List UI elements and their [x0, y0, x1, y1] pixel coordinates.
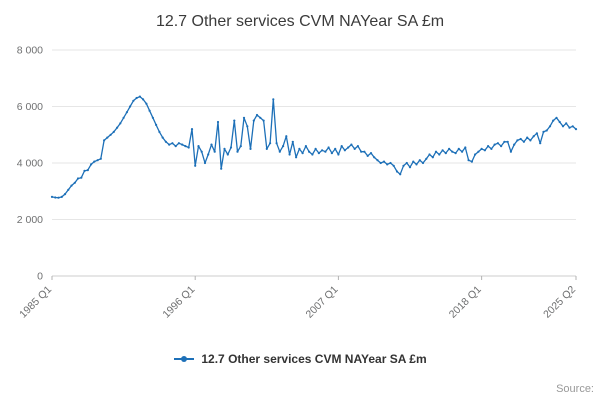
svg-text:4 000: 4 000 — [17, 158, 43, 170]
chart-legend[interactable]: 12.7 Other services CVM NAYear SA £m — [0, 352, 600, 366]
legend-series-label: 12.7 Other services CVM NAYear SA £m — [201, 352, 427, 366]
svg-text:2018 Q1: 2018 Q1 — [447, 284, 484, 321]
svg-text:2 000: 2 000 — [17, 214, 43, 226]
x-axis-labels: 1985 Q1 1996 Q1 2007 Q1 2018 Q1 2025 Q2 — [17, 276, 578, 321]
svg-text:1985 Q1: 1985 Q1 — [17, 284, 54, 321]
svg-text:8 000: 8 000 — [17, 45, 43, 57]
line-chart-svg: 0 2 000 4 000 6 000 8 000 1985 Q1 1996 Q1 2007 … — [17, 45, 579, 321]
legend-line-marker-icon — [173, 354, 195, 364]
source-label: Source: — [556, 383, 594, 395]
svg-text:2007 Q1: 2007 Q1 — [304, 284, 341, 321]
svg-text:6 000: 6 000 — [17, 101, 43, 113]
y-axis-labels: 0 2 000 4 000 6 000 8 000 — [17, 45, 43, 283]
series-line — [51, 95, 577, 199]
svg-text:2025 Q2: 2025 Q2 — [541, 284, 578, 321]
y-gridlines — [52, 49, 576, 277]
svg-text:1996 Q1: 1996 Q1 — [160, 284, 197, 321]
series-points — [50, 95, 578, 199]
chart-title: 12.7 Other services CVM NAYear SA £m — [155, 13, 445, 30]
line-chart-area: 0 2 000 4 000 6 000 8 000 1985 Q1 1996 Q1 2007 … — [0, 38, 600, 338]
svg-text:0: 0 — [37, 271, 43, 283]
